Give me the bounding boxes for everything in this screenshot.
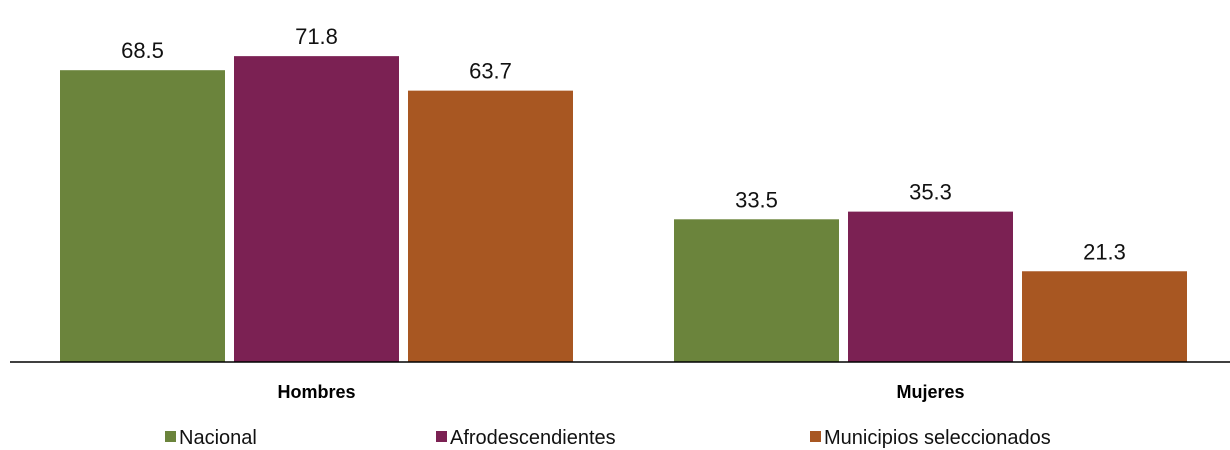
category-label-hombres: Hombres [277, 382, 355, 402]
bar-mujeres-afrodescendientes [848, 211, 1013, 362]
legend-label-municipios-seleccionados: Municipios seleccionados [824, 427, 1051, 449]
value-label-hombres-afrodescendientes: 71.8 [295, 24, 338, 49]
category-labels-group: Hombres Mujeres [277, 382, 964, 402]
value-label-mujeres-municipios-seleccionados: 21.3 [1083, 239, 1126, 264]
legend: Nacional Afrodescendientes Municipios sele… [165, 427, 1051, 449]
legend-swatch-municipios-seleccionados [810, 431, 821, 442]
legend-label-nacional: Nacional [179, 427, 257, 449]
value-labels-group: 68.5 71.8 63.7 33.5 35.3 21.3 [121, 24, 1126, 264]
bar-hombres-municipios-seleccionados [408, 90, 573, 362]
value-label-hombres-nacional: 68.5 [121, 38, 164, 63]
bar-hombres-afrodescendientes [234, 56, 399, 363]
bars-group [60, 56, 1187, 363]
legend-label-afrodescendientes: Afrodescendientes [450, 427, 616, 449]
category-label-mujeres: Mujeres [896, 382, 964, 402]
value-label-mujeres-nacional: 33.5 [735, 187, 778, 212]
bar-mujeres-nacional [674, 219, 839, 362]
bar-mujeres-municipios-seleccionados [1022, 271, 1187, 362]
bar-hombres-nacional [60, 70, 225, 362]
legend-swatch-afrodescendientes [436, 431, 447, 442]
value-label-mujeres-afrodescendientes: 35.3 [909, 180, 952, 205]
legend-swatch-nacional [165, 431, 176, 442]
value-label-hombres-municipios-seleccionados: 63.7 [469, 59, 512, 84]
